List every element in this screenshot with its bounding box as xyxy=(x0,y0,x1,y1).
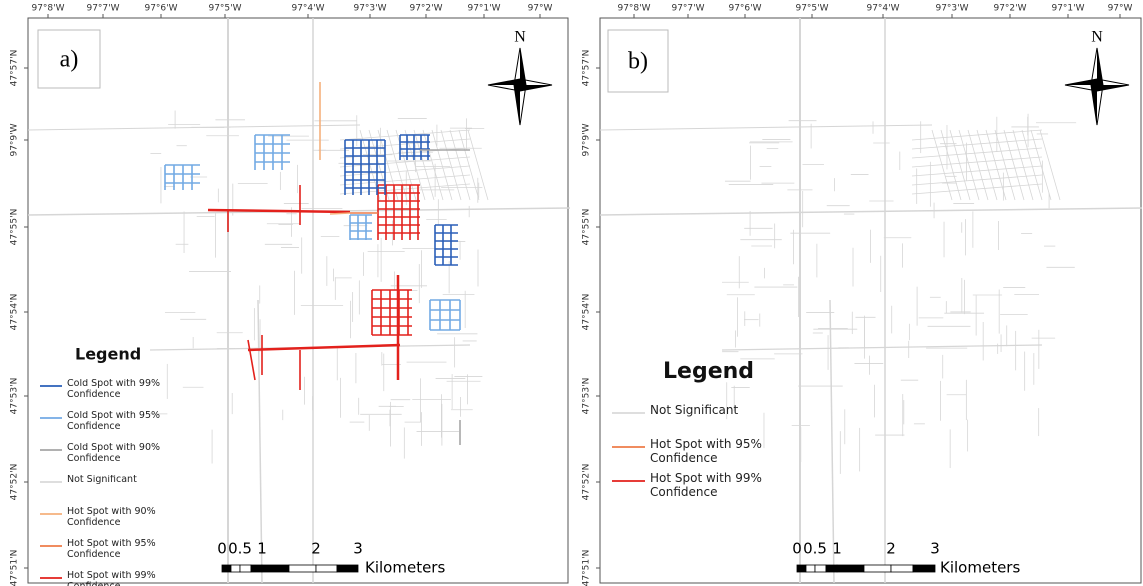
map-panel: 97°8'W 97°7'W 97°6'W 97°5'W 97°4'W 97°3'W 97°2… xyxy=(10,4,571,586)
legend-label: Hot Spot with 99% Confidence xyxy=(67,571,162,586)
lon-tick-label: 97°1'W xyxy=(467,4,500,14)
lat-tick-label: 47°57'N xyxy=(10,50,20,87)
legend-entry: Hot Spot with 95% Confidence xyxy=(67,539,187,568)
figure: 97°8'W 97°7'W 97°6'W 97°5'W 97°4'W 97°3'W 97°2… xyxy=(0,0,1143,586)
lon-tick-label: 97°1'W xyxy=(1051,4,1084,14)
legend-label: Not Significant xyxy=(67,475,162,486)
scale-bar-segment xyxy=(262,565,289,572)
hotspot-segment xyxy=(330,213,350,214)
lon-tick-label: 97°7'W xyxy=(86,4,119,14)
lon-tick-label: 97°5'W xyxy=(208,4,241,14)
legend-title: Legend xyxy=(75,345,141,364)
lon-tick-label: 97°3'W xyxy=(353,4,386,14)
scale-bar-label: 2 xyxy=(886,540,896,558)
panel-label: b) xyxy=(628,49,648,75)
scale-bar-segment xyxy=(806,565,815,572)
scale-bar-label: 2 xyxy=(311,540,321,558)
legend-entry: Hot Spot with 90% Confidence xyxy=(67,507,187,536)
legend-label: Hot Spot with 90% Confidence xyxy=(67,507,162,529)
lat-tick-label: 47°53'N xyxy=(582,378,592,415)
lat-tick-label: 47°52'N xyxy=(582,464,592,501)
scale-bar-label: 3 xyxy=(353,540,363,558)
legend-entry: Hot Spot with 95% Confidence xyxy=(650,438,780,474)
scale-bar-label: 0.5 xyxy=(228,540,252,558)
lon-tick-label: 97°W xyxy=(528,4,553,14)
lon-tick-label: 97°4'W xyxy=(866,4,899,14)
lat-tick-label: 47°54'N xyxy=(10,294,20,331)
scale-bar-label: 0.5 xyxy=(803,540,827,558)
legend-label: Hot Spot with 99% Confidence xyxy=(650,472,768,500)
lon-tick-label: 97°2'W xyxy=(409,4,442,14)
legend-entry: Hot Spot with 99% Confidence xyxy=(67,571,187,586)
scale-bar-unit: Kilometers xyxy=(940,559,1020,577)
legend-label: Cold Spot with 95% Confidence xyxy=(67,411,162,433)
lat-tick-label: 47°55'N xyxy=(10,209,20,246)
lat-tick-label: 47°54'N xyxy=(582,294,592,331)
lon-tick-label: 97°6'W xyxy=(144,4,177,14)
scale-bar-segment xyxy=(222,565,231,572)
lat-tick-label: 97°9'W xyxy=(582,123,592,156)
legend-label: Not Significant xyxy=(650,404,768,418)
lat-tick-label: 47°52'N xyxy=(10,464,20,501)
lon-tick-label: 97°5'W xyxy=(795,4,828,14)
scale-bar-segment xyxy=(797,565,806,572)
scale-bar-segment xyxy=(826,565,837,572)
lat-tick-label: 47°55'N xyxy=(582,209,592,246)
legend-label: Cold Spot with 90% Confidence xyxy=(67,443,162,465)
legend-label: Hot Spot with 95% Confidence xyxy=(67,539,162,561)
lon-tick-label: 97°8'W xyxy=(617,4,650,14)
lat-tick-label: 47°53'N xyxy=(10,378,20,415)
legend-label: Hot Spot with 95% Confidence xyxy=(650,438,768,466)
north-label: N xyxy=(514,29,526,46)
north-label: N xyxy=(1091,29,1103,46)
legend-entry: Not Significant xyxy=(650,404,780,440)
lon-tick-label: 97°7'W xyxy=(671,4,704,14)
legend-entry: Hot Spot with 99% Confidence xyxy=(650,472,780,508)
lat-tick-label: 47°57'N xyxy=(582,50,592,87)
lat-tick-label: 47°51'N xyxy=(582,550,592,586)
scale-bar-segment xyxy=(864,565,891,572)
scale-bar-label: 0 xyxy=(217,540,227,558)
scale-bar-segment xyxy=(815,565,826,572)
lon-tick-label: 97°2'W xyxy=(993,4,1026,14)
scale-bar-segment xyxy=(913,565,935,572)
legend-label: Cold Spot with 99% Confidence xyxy=(67,379,162,401)
lon-tick-label: 97°4'W xyxy=(291,4,324,14)
scale-bar-unit: Kilometers xyxy=(365,559,445,577)
lon-tick-label: 97°3'W xyxy=(935,4,968,14)
scale-bar-label: 1 xyxy=(832,540,842,558)
legend-title: Legend xyxy=(663,359,754,384)
legend-entry: Cold Spot with 99% Confidence xyxy=(67,379,187,408)
scale-bar-segment xyxy=(251,565,262,572)
scale-bar-segment xyxy=(231,565,240,572)
lon-tick-label: 97°6'W xyxy=(728,4,761,14)
scale-bar-segment xyxy=(837,565,864,572)
panel-label: a) xyxy=(60,47,79,73)
scale-bar-label: 0 xyxy=(792,540,802,558)
scale-bar-segment xyxy=(337,565,358,572)
scale-bar-label: 1 xyxy=(257,540,267,558)
lon-tick-label: 97°W xyxy=(1108,4,1133,14)
legend-entry: Cold Spot with 90% Confidence xyxy=(67,443,187,472)
lon-tick-label: 97°8'W xyxy=(31,4,64,14)
scale-bar-segment xyxy=(289,565,316,572)
lat-tick-label: 47°51'N xyxy=(10,550,20,586)
legend-entry: Cold Spot with 95% Confidence xyxy=(67,411,187,440)
scale-bar-segment xyxy=(240,565,251,572)
scale-bar-label: 3 xyxy=(930,540,940,558)
map-panel: 97°8'W 97°7'W 97°6'W 97°5'W 97°4'W 97°3'W 97°2… xyxy=(582,4,1143,586)
lat-tick-label: 97°9'W xyxy=(10,123,20,156)
scale-bar-segment xyxy=(316,565,337,572)
scale-bar-segment xyxy=(891,565,913,572)
legend-entry: Not Significant xyxy=(67,475,187,504)
